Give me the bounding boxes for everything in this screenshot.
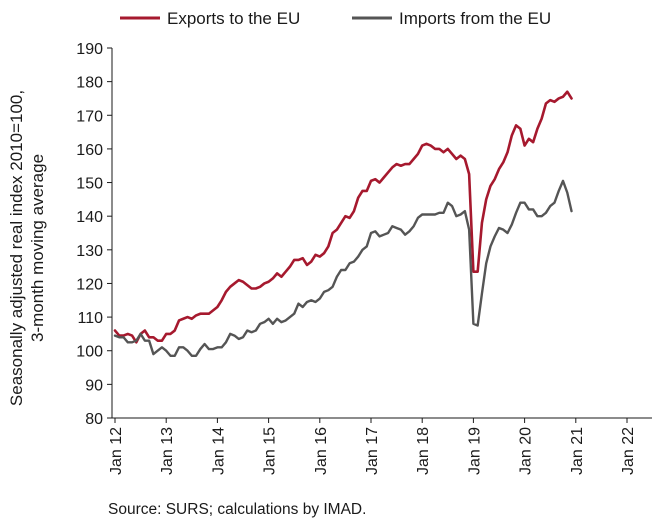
y-tick-label: 140 — [76, 209, 103, 226]
x-tick-label: Jan 16 — [313, 427, 330, 475]
series-group — [113, 90, 573, 357]
legend-label-exports: Exports to the EU — [167, 9, 300, 28]
y-tick-label: 120 — [76, 276, 103, 293]
x-tick-label: Jan 12 — [108, 427, 125, 475]
series-line-exports — [113, 90, 573, 344]
axes: 80 90 100 110 120 130 140 150 160 170 180 190 Jan 12… — [76, 41, 652, 475]
y-tick-label: 80 — [85, 411, 103, 428]
x-tick-label: Jan 13 — [159, 427, 176, 475]
y-tick-label: 190 — [76, 41, 103, 58]
x-tick-label: Jan 19 — [466, 427, 483, 475]
y-tick-label: 130 — [76, 243, 103, 260]
x-tick-label: Jan 20 — [518, 427, 535, 475]
x-tick-label: Jan 15 — [262, 427, 279, 475]
legend: Exports to the EU Imports from the EU — [120, 9, 551, 28]
y-tick-label: 150 — [76, 176, 103, 193]
legend-label-imports: Imports from the EU — [399, 9, 551, 28]
y-tick-label: 100 — [76, 344, 103, 361]
x-tick-label: Jan 14 — [210, 427, 227, 475]
y-tick-label: 180 — [76, 75, 103, 92]
y-axis-title: Seasonally adjusted real index 2010=100, — [7, 90, 26, 406]
x-tick-label: Jan 18 — [415, 427, 432, 475]
y-axis-title-line2: 3-month moving average — [28, 154, 47, 342]
source-note: Source: SURS; calculations by IMAD. — [108, 501, 367, 518]
y-tick-label: 170 — [76, 108, 103, 125]
x-tick-label: Jan 21 — [569, 427, 586, 475]
x-tick-label: Jan 17 — [364, 427, 381, 475]
y-tick-label: 110 — [77, 310, 103, 327]
y-tick-label: 90 — [85, 377, 103, 394]
x-tick-label: Jan 22 — [620, 427, 637, 475]
y-tick-label: 160 — [76, 142, 103, 159]
series-line-imports — [113, 179, 573, 357]
